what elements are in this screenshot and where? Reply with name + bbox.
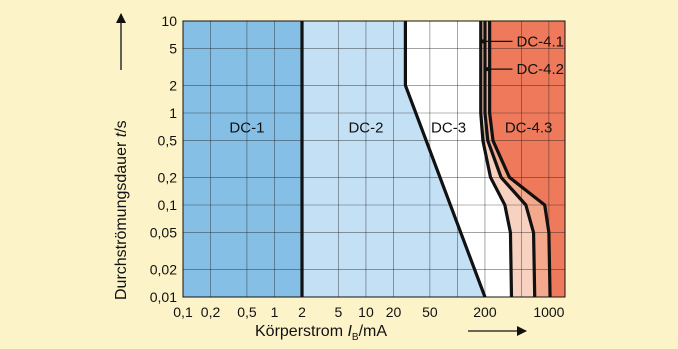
y-tick-label: 0,1 bbox=[158, 197, 178, 213]
boundary-curve-1 bbox=[403, 21, 487, 297]
x-axis-title-subscript: B bbox=[352, 332, 359, 343]
x-tick-label: 1000 bbox=[533, 304, 564, 320]
y-axis-title-unit: /s bbox=[113, 120, 130, 132]
zone-label-dc-1: DC-1 bbox=[229, 119, 264, 136]
x-axis-title-symbol: I bbox=[347, 323, 352, 340]
x-tick-label: 0,2 bbox=[201, 304, 221, 320]
boundary-curve-2 bbox=[479, 21, 514, 297]
y-tick-label: 0,01 bbox=[150, 289, 177, 305]
y-axis-title: Durchströmungsdauer t/s bbox=[113, 120, 130, 300]
x-tick-label: 0,5 bbox=[237, 304, 257, 320]
x-tick-label: 200 bbox=[473, 304, 497, 320]
zone-label-dc-4-1: DC-4.1 bbox=[516, 33, 564, 50]
x-tick-label: 50 bbox=[422, 304, 438, 320]
y-tick-label: 5 bbox=[169, 41, 177, 57]
plot-frame bbox=[182, 20, 566, 298]
y-axis-title-symbol: t bbox=[113, 132, 130, 137]
y-axis-title-prefix: Durchströmungsdauer bbox=[113, 137, 130, 300]
boundary-curve-4 bbox=[488, 21, 552, 297]
x-tick-label: 5 bbox=[335, 304, 343, 320]
y-tick-label: 10 bbox=[161, 13, 177, 29]
zone-layer bbox=[183, 21, 565, 297]
zone-leader-dot bbox=[485, 67, 490, 72]
zone-fill-0 bbox=[183, 21, 303, 297]
x-tick-label: 10 bbox=[358, 304, 374, 320]
y-tick-label: 0,05 bbox=[150, 225, 177, 241]
y-tick-label: 2 bbox=[169, 77, 177, 93]
x-tick-label: 0,1 bbox=[173, 304, 193, 320]
x-axis-title-prefix: Körperstrom bbox=[255, 323, 347, 340]
x-axis-title: Körperstrom IB/mA bbox=[255, 323, 387, 343]
grid-layer bbox=[183, 21, 565, 297]
x-axis-title-unit: /mA bbox=[359, 323, 388, 340]
zone-label-layer: DC-1 DC-2 DC-3 DC-4.1 DC-4.2 DC-4.3 bbox=[229, 33, 564, 136]
zone-label-dc-2: DC-2 bbox=[348, 119, 383, 136]
zone-leader-dot bbox=[480, 39, 485, 44]
x-tick-label: 20 bbox=[386, 304, 402, 320]
y-tick-label: 0,02 bbox=[150, 261, 177, 277]
zone-label-dc-4-2: DC-4.2 bbox=[516, 61, 564, 78]
y-tick-label: 0,5 bbox=[158, 133, 178, 149]
tick-layer: 0,1 0,2 0,5 1 2 5 10 20 50 200 1000 0,01 0,02 0,05 0,1… bbox=[150, 13, 565, 320]
y-tick-label: 1 bbox=[169, 105, 177, 121]
zone-label-dc-3: DC-3 bbox=[431, 119, 466, 136]
zone-label-dc-4-3: DC-4.3 bbox=[505, 119, 553, 136]
y-tick-label: 0,2 bbox=[158, 169, 178, 185]
curve-layer bbox=[300, 21, 552, 297]
x-tick-label: 1 bbox=[271, 304, 279, 320]
boundary-curve-3 bbox=[483, 21, 537, 297]
x-tick-label: 2 bbox=[298, 304, 306, 320]
